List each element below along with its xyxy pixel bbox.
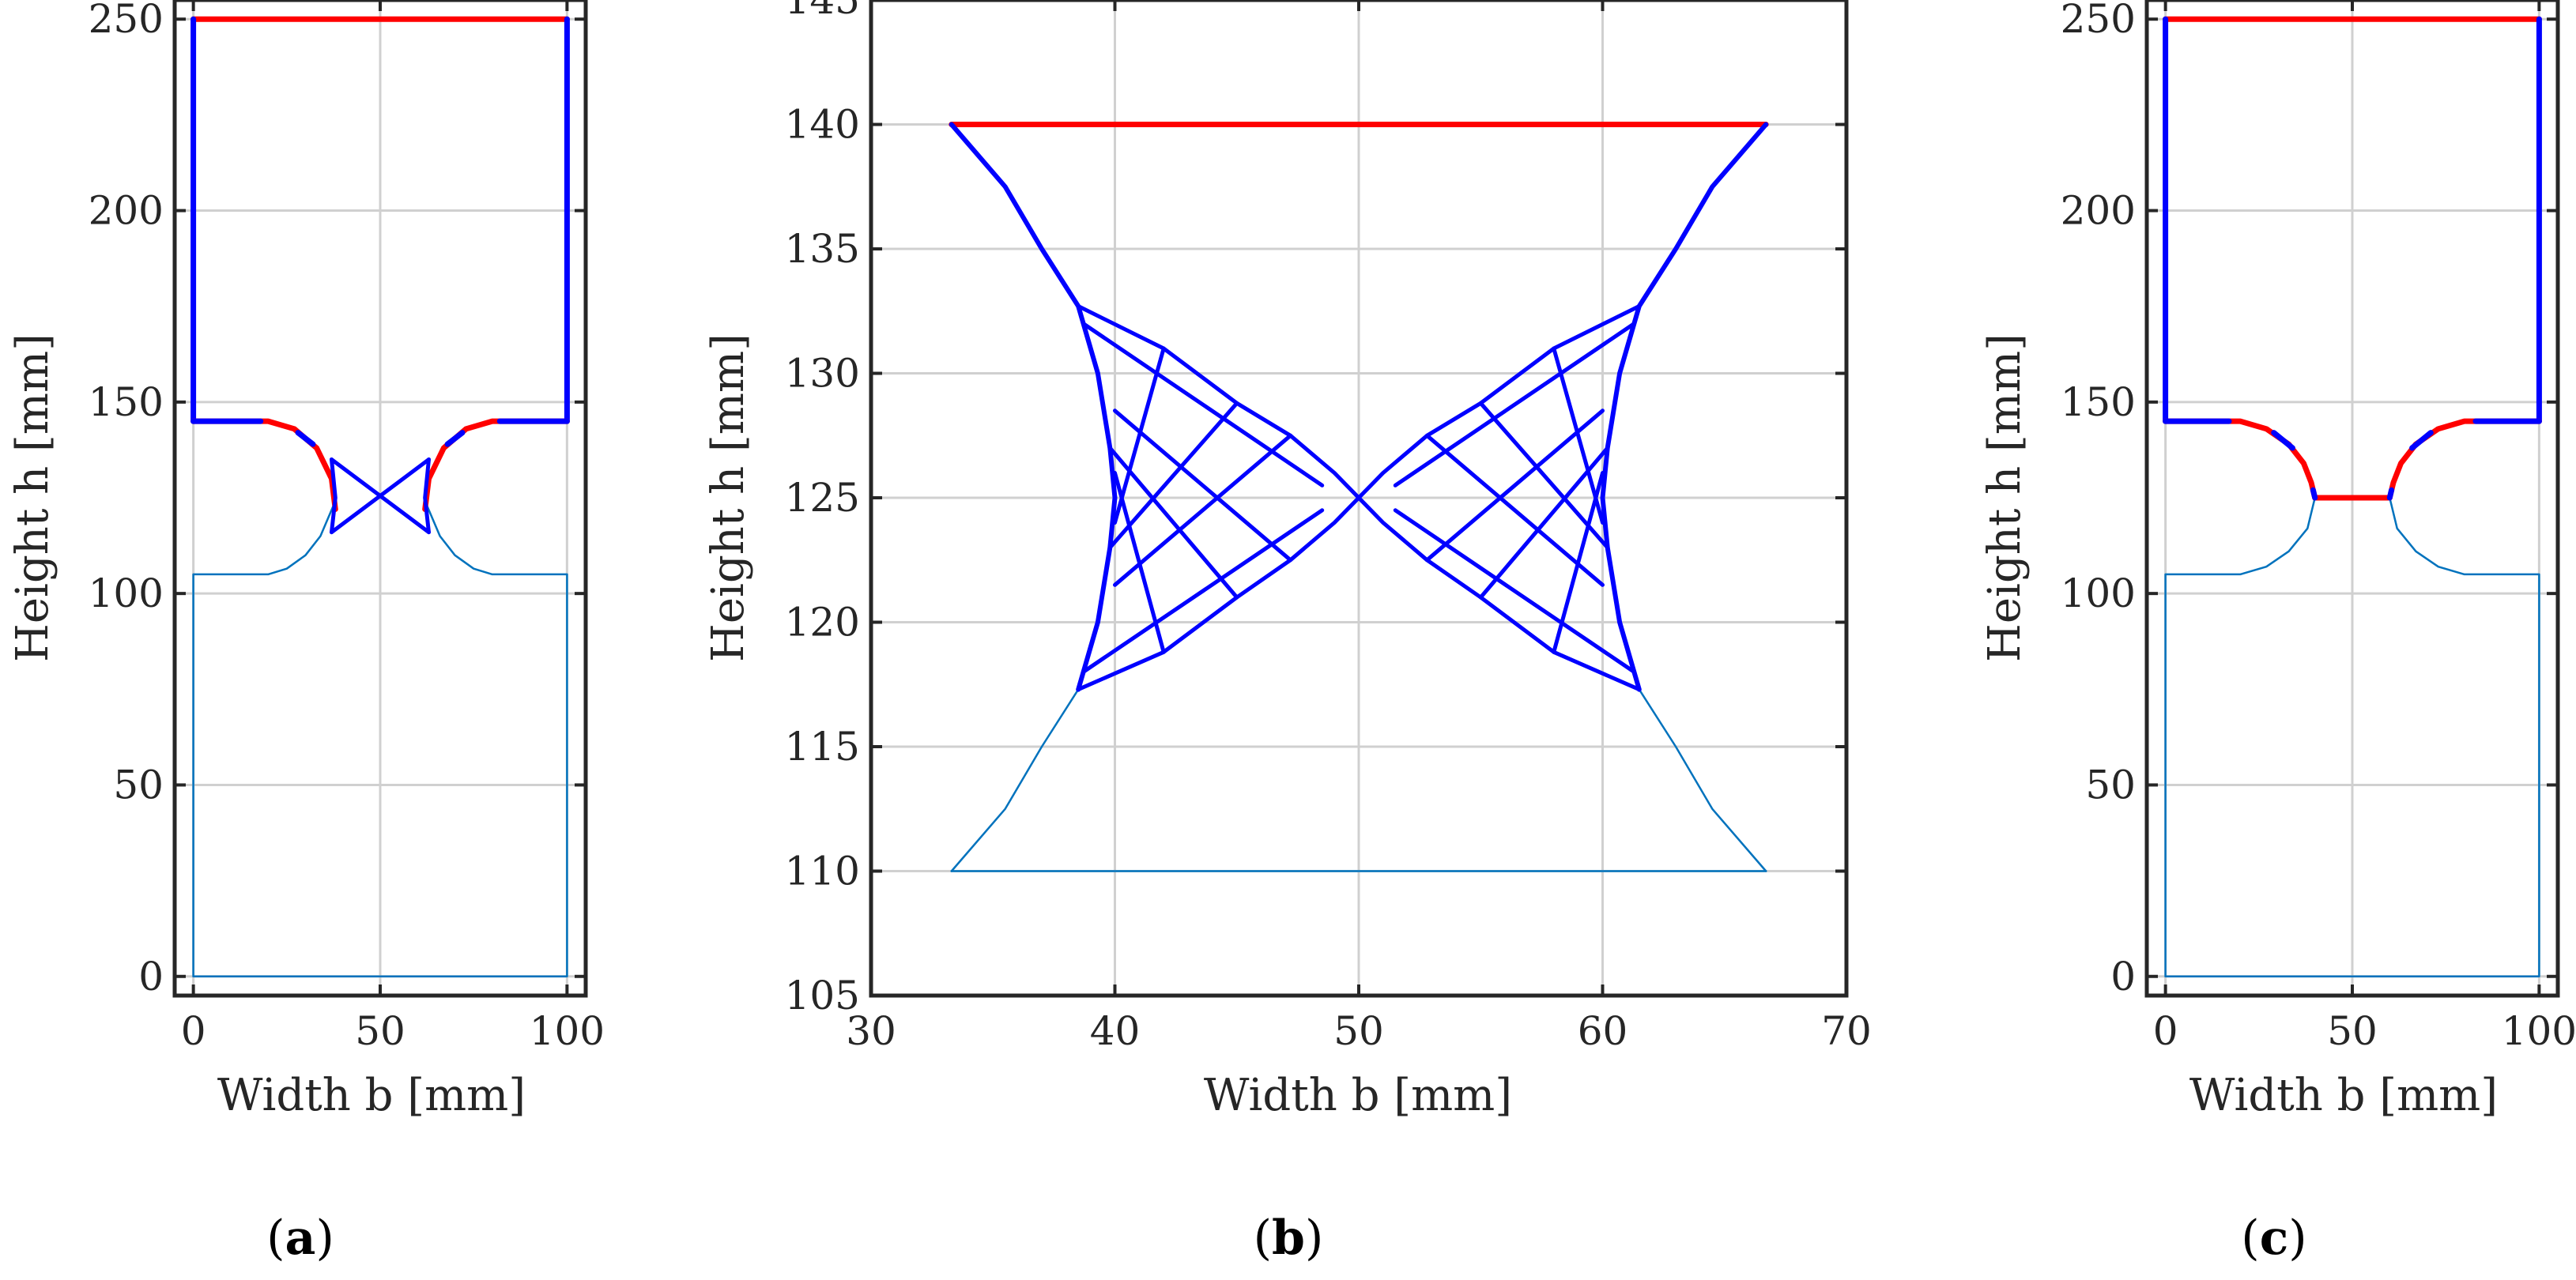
x-tick-label: 60 xyxy=(1578,1008,1628,1054)
panel-c-label: (c) xyxy=(2241,1210,2306,1266)
y-tick-label: 110 xyxy=(785,849,860,894)
series-line-left-shoulder xyxy=(190,418,338,512)
panel-b-ylabel: Height h [mm] xyxy=(703,333,754,662)
x-tick-label: 0 xyxy=(2153,1008,2178,1054)
series-line-left-shoulder-blue xyxy=(295,430,316,447)
series-line-left-lattice-2 xyxy=(1107,401,1239,550)
y-tick-label: 135 xyxy=(785,226,860,272)
x-tick-label: 0 xyxy=(181,1008,206,1054)
series-line-right-lattice-2 xyxy=(1478,401,1610,550)
y-tick-label: 150 xyxy=(2061,379,2136,425)
y-tick-label: 250 xyxy=(2061,0,2136,42)
series-line-right-lattice-3 xyxy=(1552,346,1605,525)
series-line-left-lattice-4 xyxy=(1081,508,1325,674)
series-line-bottom-half-outline xyxy=(2164,496,2540,978)
series-line-right-upper-arc xyxy=(1600,122,1769,692)
y-tick-label: 150 xyxy=(89,379,164,425)
series-line-cross-right xyxy=(423,457,431,535)
y-tick-label: 100 xyxy=(89,570,164,616)
panel-b-xlabel: Width b [mm] xyxy=(1204,1070,1512,1121)
x-tick-label: 50 xyxy=(2327,1008,2378,1054)
series-line-right-wedge-outer xyxy=(1356,304,1642,692)
y-tick-label: 0 xyxy=(138,954,164,1000)
y-tick-label: 200 xyxy=(89,188,164,234)
series-line-left-shoulder-blue xyxy=(2271,430,2295,451)
x-tick-label: 50 xyxy=(1333,1008,1384,1054)
y-tick-label: 0 xyxy=(2110,954,2136,1000)
series-line-right-lattice-4 xyxy=(1393,322,1637,488)
series-line-left-lattice-2 xyxy=(1107,446,1239,600)
x-tick-label: 100 xyxy=(2502,1008,2576,1054)
x-tick-label: 30 xyxy=(846,1008,896,1054)
y-tick-label: 50 xyxy=(113,762,164,808)
y-tick-label: 130 xyxy=(785,351,860,397)
x-tick-label: 100 xyxy=(530,1008,605,1054)
series-line-right-shoulder-blue xyxy=(444,430,466,447)
series-line-bottom-half-outline xyxy=(2164,496,2316,978)
series-line-left-lower-arc xyxy=(950,688,1080,872)
x-tick-label: 70 xyxy=(1821,1008,1872,1054)
series-line-bottom-half-outline xyxy=(192,504,568,978)
y-tick-label: 115 xyxy=(785,724,860,770)
series-line-left-lattice-1 xyxy=(1113,408,1293,563)
series-line-right-shoulder xyxy=(2386,418,2542,501)
series-line-right-lower-arc xyxy=(1638,688,1767,872)
panel-a-chart: Width b [mm] Height h [mm] (a) 0 50 100 0 50… xyxy=(7,0,605,1266)
panel-c-xlabel: Width b [mm] xyxy=(2189,1070,2498,1121)
series-line-right-lattice-2 xyxy=(1478,446,1610,600)
series-line-cross xyxy=(330,457,431,535)
y-tick-label: 120 xyxy=(785,600,860,646)
series-line-right-lattice-1 xyxy=(1424,408,1605,563)
y-tick-label: 250 xyxy=(89,0,164,42)
series-line-right-shoulder xyxy=(422,418,570,512)
series-line-neck-blue xyxy=(2386,487,2395,501)
panel-a-ylabel: Height h [mm] xyxy=(7,333,58,662)
panel-c-series xyxy=(2163,16,2542,978)
panel-b-series xyxy=(949,122,1769,872)
series-line-right-lattice-4 xyxy=(1393,508,1637,674)
x-tick-label: 40 xyxy=(1090,1008,1141,1054)
y-tick-label: 100 xyxy=(2061,570,2136,616)
panel-a-series xyxy=(190,16,570,978)
panel-a-xlabel: Width b [mm] xyxy=(217,1070,526,1121)
panel-b-label: (b) xyxy=(1254,1210,1324,1266)
y-tick-label: 105 xyxy=(785,973,860,1018)
y-tick-label: 50 xyxy=(2085,762,2136,808)
series-line-right-shoulder-blue xyxy=(2409,430,2434,451)
panel-c-ylabel: Height h [mm] xyxy=(1979,333,2031,662)
y-tick-label: 145 xyxy=(785,0,860,23)
panel-c-chart: Width b [mm] Height h [mm] (c) 0 50 100 0 50… xyxy=(1979,0,2576,1266)
series-line-left-lattice-4 xyxy=(1081,322,1325,488)
y-tick-label: 125 xyxy=(785,475,860,521)
x-tick-label: 50 xyxy=(355,1008,405,1054)
series-line-neck-blue xyxy=(2310,487,2318,501)
panel-a-label: (a) xyxy=(266,1210,334,1266)
series-line-right-lattice-1 xyxy=(1424,433,1605,587)
series-line-left-lattice-1 xyxy=(1113,433,1293,587)
y-tick-label: 200 xyxy=(2061,188,2136,234)
panel-b-chart: Width b [mm] Height h [mm] (b) 30 40 50 60 7… xyxy=(703,0,1872,1266)
series-line-left-upper-arc xyxy=(949,122,1118,692)
series-line-left-lattice-3 xyxy=(1113,346,1166,525)
y-tick-label: 140 xyxy=(785,102,860,148)
series-line-cross-left xyxy=(330,457,338,535)
series-line-bottom-half-outline xyxy=(192,504,335,978)
